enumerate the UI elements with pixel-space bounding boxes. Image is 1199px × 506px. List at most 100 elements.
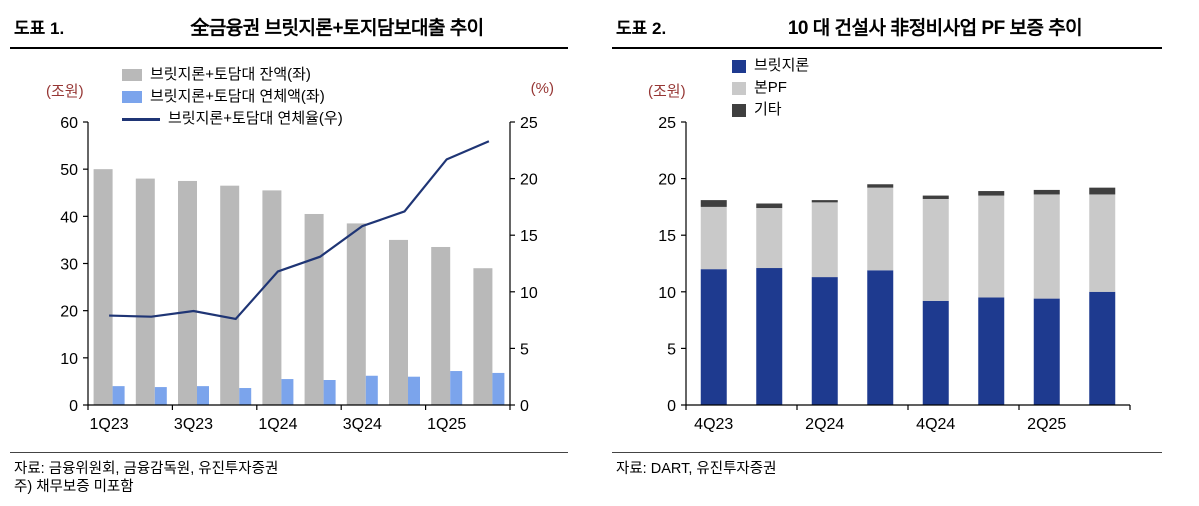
right-axis-unit-1: (%) [530,80,554,97]
panel-1-header: 도표 1. 全금융권 브릿지론+토지담보대출 추이 [14,13,568,40]
bar [492,372,505,405]
axis-tick-label: 20 [520,172,538,189]
bar [389,239,408,405]
bar-segment [867,184,894,188]
axis-tick-label: 30 [60,257,78,274]
bar [408,376,420,405]
axis-tick-label: 60 [60,115,78,132]
legend-label-main-pf: 본PF [754,79,787,96]
axis-tick-label: 40 [60,209,78,226]
chart-panel-1: 0 10 20 30 40 50 60 0 5 10 15 20 25 1Q23 3Q23 1Q24 3Q24 1… [10,0,568,506]
axis-tick-label: 10 [520,285,538,302]
bar-segment [1033,194,1060,299]
legend-item-other: 기타 [732,101,809,119]
axis-tick-label: 3Q24 [343,416,382,433]
axis-tick-label: 5 [667,341,676,358]
legend-swatch-rate-line [122,117,160,121]
bar [346,223,366,405]
axis-tick-label: 10 [658,285,676,302]
legend-item-bridge-loan: 브릿지론 [732,57,809,75]
bar [197,386,209,405]
bar [323,380,336,405]
chart1-svg: 0 10 20 30 40 50 60 0 5 10 15 20 25 1Q23 3Q23 1Q24 3Q24 1… [60,115,538,433]
legend-label-balance: 브릿지론+토담대 잔액(좌) [150,66,311,83]
bar-segment [811,202,838,278]
axis-tick-label: 2Q24 [805,416,844,433]
axis-tick-label: 1Q23 [90,416,129,433]
title-underline-2 [612,47,1162,49]
bar [262,190,282,405]
bar-segment [756,208,783,269]
figure-label-2: 도표 2. [616,19,667,38]
title-underline-1 [10,47,568,49]
panel-2-header: 도표 2. 10 대 건설사 非정비사업 PF 보증 추이 [616,13,1162,40]
footnote-1: 주) 채무보증 미포함 [14,479,134,495]
bar-segment [1089,194,1116,292]
axis-tick-label: 10 [60,351,78,368]
bar-segment [756,268,783,405]
bar [239,388,252,405]
bar-segment [1033,189,1060,195]
bar [365,375,378,405]
left-axis-unit-2: (조원) [648,83,686,100]
axis-tick-label: 1Q24 [258,416,297,433]
legend-chart1: 브릿지론+토담대 잔액(좌) 브릿지론+토담대 연체액(좌) 브릿지론+토담대 … [122,66,343,128]
source-note-2: 자료: DART, 유진투자증권 [616,461,777,477]
bar-segment [1089,291,1116,405]
bar [431,246,451,405]
axis-tick-label: 20 [658,172,676,189]
legend-item-overdue-rate: 브릿지론+토담대 연체율(우) [122,110,343,128]
bar [281,379,294,405]
bar-segment [700,269,727,405]
source-note-1: 자료: 금융위원회, 금융감독원, 유진투자증권 [14,461,279,477]
axis-tick-label: 20 [60,304,78,321]
chart2-svg: 0 5 10 15 20 25 4Q23 2Q24 4Q24 2Q25 [658,115,1131,433]
chart-title-1: 全금융권 브릿지론+토지담보대출 추이 [190,18,484,39]
bar-segment [978,195,1005,298]
legend-swatch-other [732,103,746,117]
bar-segment [811,277,838,405]
bar-segment [1089,187,1116,195]
bar-segment [756,203,783,209]
bar-segment [978,297,1005,405]
bar-segment [922,300,949,405]
axes [681,121,1131,410]
left-axis-unit-1: (조원) [46,83,84,100]
legend-label-other: 기타 [754,101,782,118]
axis-tick-label: 4Q23 [694,416,733,433]
stack-series-1 [700,187,1116,301]
axis-tick-label: 4Q24 [916,416,955,433]
stack-series-2 [700,184,1116,209]
bar-segment [811,200,838,203]
axis-tick-label: 25 [658,115,676,132]
bar-series-1 [112,371,505,405]
axis-tick-label: 15 [658,228,676,245]
axis-tick-label: 0 [520,398,529,415]
legend-swatch-bridge-loan [732,59,746,73]
chart-panel-2: 0 5 10 15 20 25 4Q23 2Q24 4Q24 2Q25 도표 2. 10 대 건설… [612,0,1162,506]
bar-segment [922,198,949,301]
bar [304,213,324,405]
axis-tick-label: 5 [520,341,529,358]
bar-segment [867,187,894,271]
axis-tick-label: 0 [69,398,78,415]
bar-series-0 [93,169,493,405]
bar-segment [978,191,1005,196]
bar-segment [700,206,727,270]
axis-tick-label: 50 [60,162,78,179]
legend-swatch-overdue-bar [122,91,142,103]
bar [473,268,493,405]
bar [220,185,240,405]
bar [450,371,463,405]
axis-tick-label: 0 [667,398,676,415]
trend-line [109,140,490,321]
legend-item-balance: 브릿지론+토담대 잔액(좌) [122,66,343,84]
bar [135,178,155,405]
axis-tick-label: 15 [520,228,538,245]
axes [83,121,515,410]
bar [112,386,125,405]
legend-label-overdue-amount: 브릿지론+토담대 연체액(좌) [150,88,325,105]
figure-label-1: 도표 1. [14,19,65,38]
axis-tick-label: 1Q25 [427,416,466,433]
